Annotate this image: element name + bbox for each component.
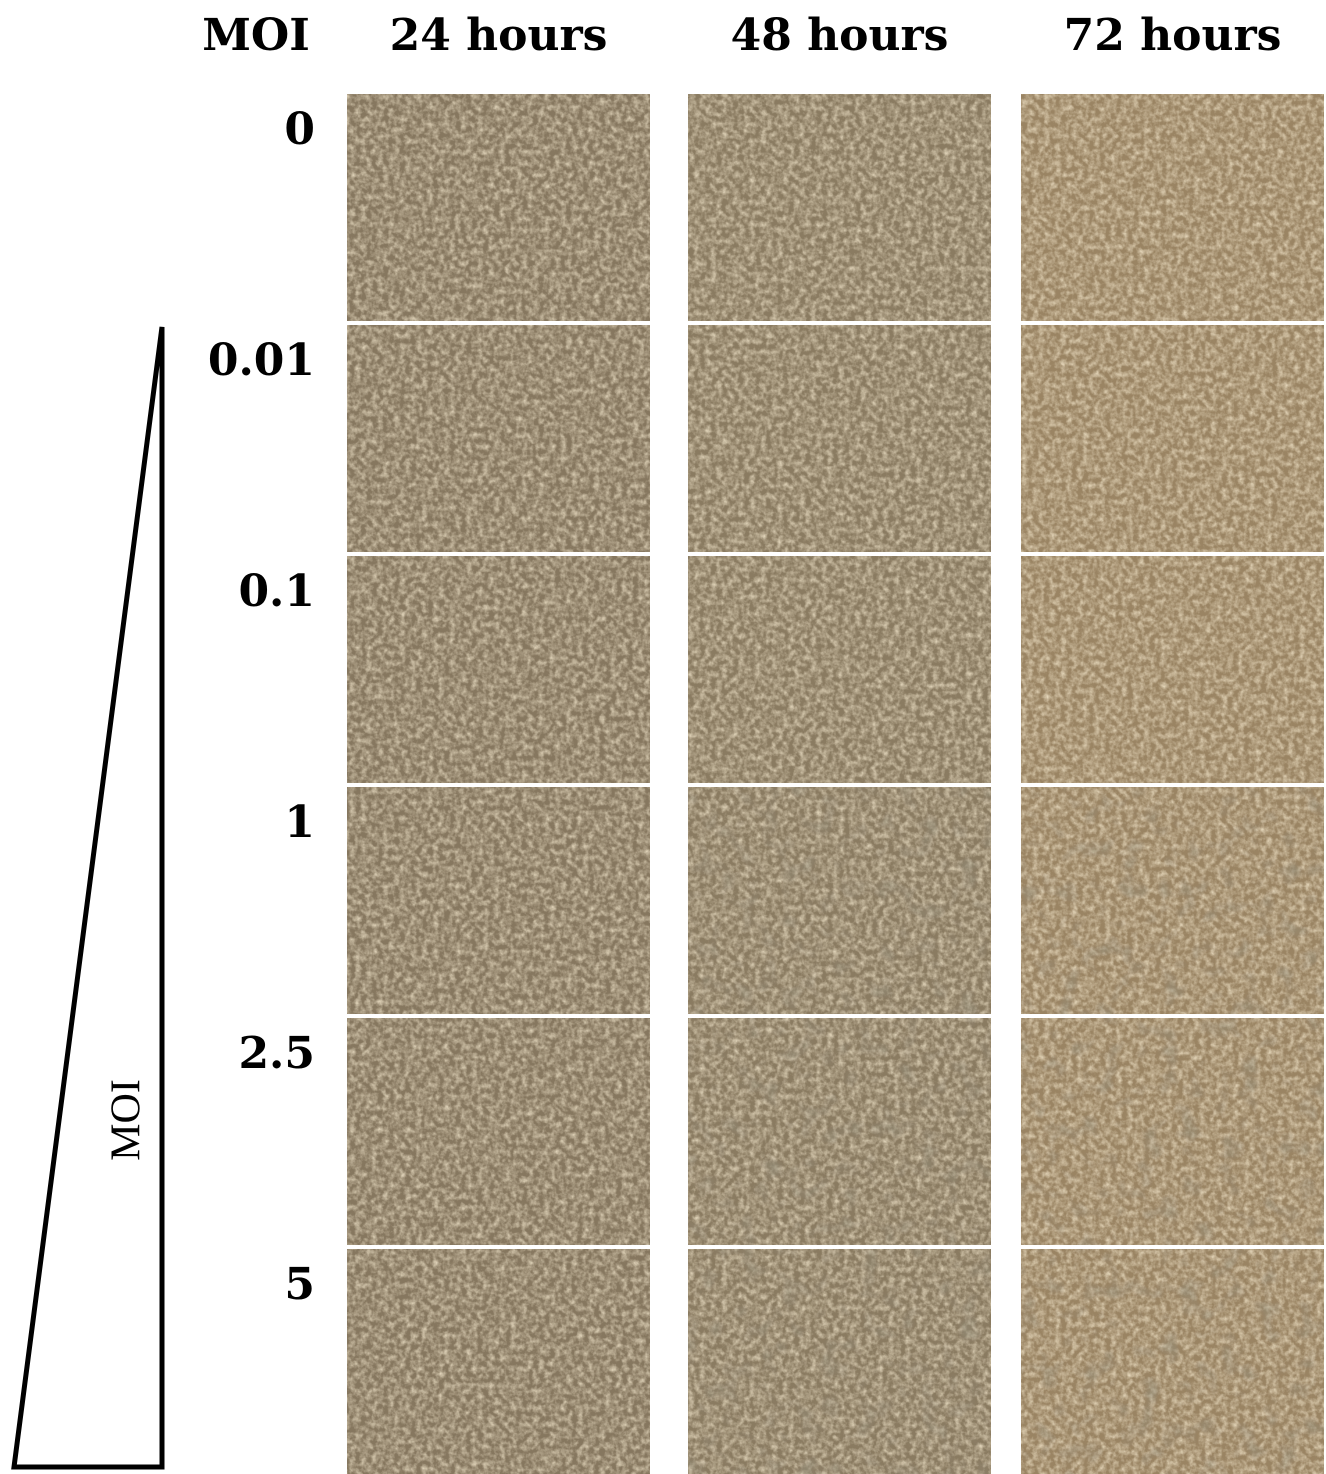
column-header: 48 hours xyxy=(731,10,949,61)
micrograph-plaques xyxy=(688,787,991,1014)
column-header: 72 hours xyxy=(1064,10,1282,61)
column-header: 24 hours xyxy=(390,10,608,61)
micrograph-texture xyxy=(688,556,991,783)
row-label: 0 xyxy=(284,104,315,155)
micrograph-plaques xyxy=(688,1018,991,1245)
micrograph-texture xyxy=(347,1249,650,1474)
micrograph-texture xyxy=(347,787,650,1014)
row-label: 2.5 xyxy=(238,1028,315,1079)
micrograph-texture xyxy=(347,1018,650,1245)
corner-label: MOI xyxy=(202,10,310,61)
figure: MOI MOI 24 hours 48 hours 72 hours 0 0.01 0.1… xyxy=(0,0,1326,1474)
micrograph-texture xyxy=(688,325,991,552)
row-label: 0.1 xyxy=(238,566,315,617)
micrograph-texture xyxy=(347,94,650,321)
micrograph-texture xyxy=(347,556,650,783)
micrograph-plaques xyxy=(1021,1249,1324,1474)
row-label: 0.01 xyxy=(208,335,315,386)
moi-gradient-triangle xyxy=(14,327,162,1467)
micrograph-texture xyxy=(688,94,991,321)
micrograph-texture xyxy=(347,325,650,552)
row-label: 1 xyxy=(284,797,315,848)
row-label: 5 xyxy=(284,1259,315,1310)
micrograph-texture xyxy=(1021,325,1324,552)
micrograph-texture xyxy=(1021,556,1324,783)
micrograph-plaques xyxy=(688,1249,991,1474)
micrograph-plaques xyxy=(1021,1018,1324,1245)
micrograph-texture xyxy=(1021,94,1324,321)
gradient-label: MOI xyxy=(104,1079,150,1161)
micrograph-plaques xyxy=(1021,787,1324,1014)
